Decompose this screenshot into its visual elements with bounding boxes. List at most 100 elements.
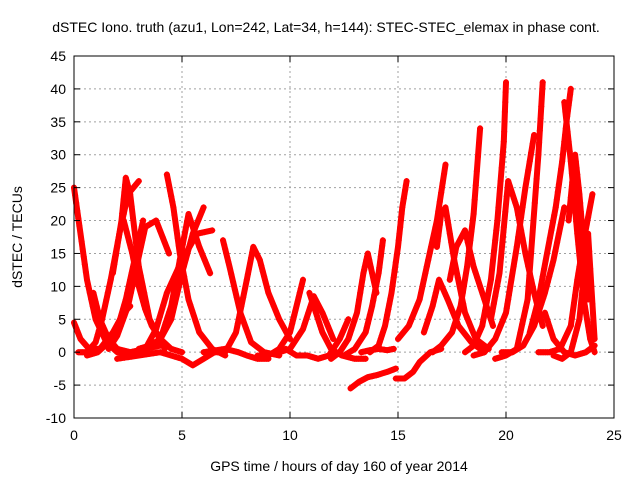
data-point-marker xyxy=(492,336,499,342)
data-point-marker xyxy=(577,302,584,308)
y-axis-label: dSTEC / TECUs xyxy=(9,186,25,288)
data-point-marker xyxy=(472,269,479,276)
data-point-marker xyxy=(122,174,129,181)
data-point-marker xyxy=(168,193,175,200)
data-point-marker xyxy=(246,334,253,341)
data-point-marker xyxy=(566,96,573,103)
data-point-marker xyxy=(386,300,393,307)
data-point-marker xyxy=(132,239,139,246)
series-31 xyxy=(462,79,509,356)
axis-ticks xyxy=(73,55,615,419)
data-point-marker xyxy=(281,326,288,333)
data-point-marker xyxy=(397,217,404,224)
data-point-marker xyxy=(523,336,530,342)
data-point-marker xyxy=(567,91,574,98)
data-point-marker xyxy=(157,336,164,342)
data-point-marker xyxy=(114,243,121,250)
data-point-marker xyxy=(567,85,574,92)
data-point-marker xyxy=(360,270,367,277)
data-point-marker xyxy=(361,266,368,273)
data-point-marker xyxy=(535,296,542,303)
data-point-marker xyxy=(487,316,494,323)
data-point-marker xyxy=(575,321,581,328)
data-point-marker xyxy=(141,302,148,309)
data-point-marker xyxy=(503,305,510,312)
data-point-marker xyxy=(403,178,410,185)
data-point-marker xyxy=(496,270,503,277)
data-point-marker xyxy=(545,242,552,249)
series-11 xyxy=(157,211,214,342)
data-point-marker xyxy=(136,287,143,294)
data-point-marker xyxy=(377,336,384,342)
y-tick-label: 0 xyxy=(58,344,66,360)
data-point-marker xyxy=(505,292,512,299)
data-point-marker xyxy=(174,272,180,279)
data-point-marker xyxy=(506,287,513,294)
data-point-marker xyxy=(209,227,216,234)
y-tick-label: -5 xyxy=(54,377,67,393)
data-point-marker xyxy=(447,271,454,278)
data-point-marker xyxy=(568,315,575,322)
data-point-marker xyxy=(541,265,548,272)
data-point-marker xyxy=(94,307,101,314)
data-point-marker xyxy=(396,230,403,237)
data-point-marker xyxy=(563,118,570,125)
data-point-marker xyxy=(425,316,432,323)
data-point-marker xyxy=(473,168,480,175)
data-point-marker xyxy=(544,318,551,325)
data-point-marker xyxy=(528,324,535,330)
data-point-marker xyxy=(451,254,458,261)
data-point-marker xyxy=(125,185,132,192)
data-point-marker xyxy=(95,311,102,318)
data-point-marker xyxy=(124,180,131,187)
data-point-marker xyxy=(521,313,527,319)
data-point-marker xyxy=(536,127,543,134)
data-point-marker xyxy=(378,332,385,339)
data-point-marker xyxy=(464,239,471,246)
data-point-marker xyxy=(126,239,133,246)
data-point-marker xyxy=(363,325,370,331)
data-point-marker xyxy=(364,320,371,327)
data-point-marker xyxy=(130,276,137,283)
data-point-marker xyxy=(494,331,500,338)
data-point-marker xyxy=(194,324,201,330)
data-point-marker xyxy=(503,309,509,316)
data-point-marker xyxy=(571,299,577,306)
data-point-marker xyxy=(502,89,509,96)
data-point-marker xyxy=(382,322,388,329)
data-point-marker xyxy=(349,322,356,329)
data-point-marker xyxy=(548,227,555,234)
data-point-marker xyxy=(140,298,147,305)
data-point-marker xyxy=(552,204,559,211)
data-point-marker xyxy=(567,194,574,201)
data-point-marker xyxy=(158,308,165,314)
data-point-marker xyxy=(519,235,526,242)
data-point-marker xyxy=(395,237,402,244)
data-point-marker xyxy=(525,167,532,174)
data-point-marker xyxy=(565,138,572,145)
data-point-marker xyxy=(115,235,122,242)
data-point-marker xyxy=(318,326,325,333)
data-point-marker xyxy=(199,252,206,259)
y-tick-label: 10 xyxy=(50,278,66,294)
series-24 xyxy=(366,178,410,356)
data-point-marker xyxy=(570,307,576,314)
data-point-marker xyxy=(401,191,408,198)
data-point-marker xyxy=(477,285,484,292)
data-point-marker xyxy=(554,189,561,195)
data-point-marker xyxy=(223,250,230,257)
data-point-marker xyxy=(565,217,572,224)
data-point-marker xyxy=(442,204,449,211)
data-point-marker xyxy=(435,232,442,239)
data-point-marker xyxy=(242,285,248,292)
data-point-marker xyxy=(291,311,298,318)
data-point-marker xyxy=(125,234,131,240)
data-point-marker xyxy=(261,273,268,280)
data-point-marker xyxy=(570,338,577,345)
data-point-marker xyxy=(125,303,131,310)
data-point-marker xyxy=(345,316,352,323)
data-point-marker xyxy=(429,237,436,244)
data-point-marker xyxy=(338,332,345,339)
data-point-marker xyxy=(436,227,442,234)
data-point-marker xyxy=(585,322,592,329)
